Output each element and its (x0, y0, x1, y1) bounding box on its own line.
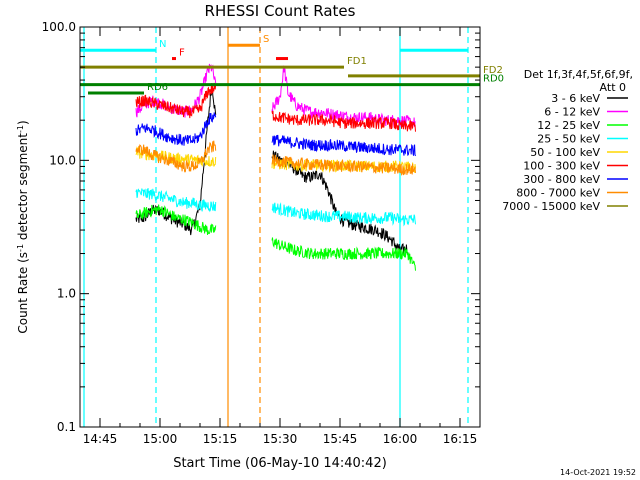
series-line-2-0 (135, 204, 217, 235)
vertical-markers (83, 27, 469, 427)
legend-label-2: 12 - 25 keV (537, 119, 600, 132)
legend-label-6: 300 - 800 keV (523, 173, 600, 186)
series-line-1-1 (271, 65, 416, 128)
series-line-3-0 (135, 187, 217, 213)
series-line-5-0 (135, 82, 217, 119)
y-tick-label-3: 100.0 (42, 20, 76, 34)
legend-label-7: 800 - 7000 keV (516, 187, 600, 200)
flag-label-5: FD1 (347, 56, 367, 67)
legend-label-4: 50 - 100 keV (530, 146, 600, 159)
legend-label-0: 3 - 6 keV (551, 92, 600, 105)
y-axis: 0.1 1.0 10.0 100.0 (42, 20, 480, 434)
flag-label-7: RD0 (483, 74, 504, 85)
flag-label-2: S (263, 34, 269, 45)
series-line-3-1 (271, 202, 416, 227)
series-line-7-1 (271, 154, 416, 176)
x-axis: 14:45 15:00 15:15 15:30 15:45 16:00 16:15 (79, 27, 481, 446)
legend-header-line2: Att 0 (600, 81, 626, 94)
x-tick-label-5: 16:00 (383, 432, 418, 446)
series-lines (135, 63, 416, 271)
flag-label-8: RD6 (147, 82, 168, 93)
series-line-2-1 (271, 237, 416, 271)
legend-label-5: 100 - 300 keV (523, 160, 600, 173)
flag-label-3: F (179, 48, 185, 59)
legend-label-3: 25 - 50 keV (537, 133, 600, 146)
y-tick-label-0: 0.1 (57, 420, 76, 434)
footer-date: 14-Oct-2021 19:52 (560, 468, 636, 477)
x-tick-label-6: 16:15 (443, 432, 478, 446)
series-line-5-1 (271, 110, 416, 132)
series-line-6-0 (135, 112, 217, 146)
x-tick-label-0: 14:45 (83, 432, 118, 446)
chart-title: RHESSI Count Rates (205, 2, 356, 20)
series-line-7-0 (135, 140, 217, 173)
legend-label-1: 6 - 12 keV (544, 106, 600, 119)
y-axis-label: Count Rate (s-1 detector segment-1) (16, 120, 31, 333)
flag-label-0: N (159, 39, 166, 50)
x-axis-label: Start Time (06-May-10 14:40:42) (173, 456, 387, 471)
x-tick-label-2: 15:15 (203, 432, 238, 446)
x-tick-label-4: 15:45 (323, 432, 358, 446)
series-line-6-1 (271, 134, 416, 157)
legend-header-line1: Det 1f,3f,4f,5f,6f,9f, (524, 68, 633, 81)
flag-label-6: FD2 (483, 65, 503, 76)
x-tick-label-1: 15:00 (143, 432, 178, 446)
legend-label-8: 7000 - 15000 keV (502, 200, 600, 213)
y-tick-label-1: 1.0 (57, 287, 76, 301)
y-tick-label-2: 10.0 (49, 153, 76, 167)
x-tick-label-3: 15:30 (263, 432, 298, 446)
